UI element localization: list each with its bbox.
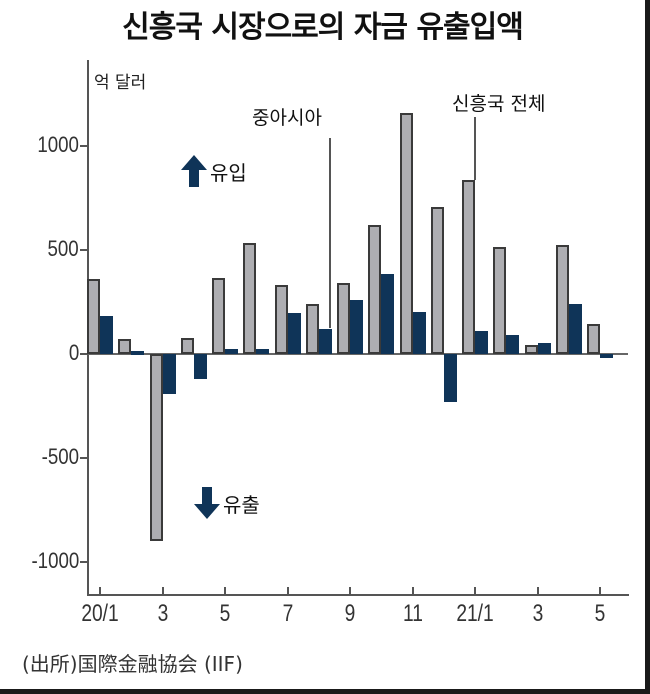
- y-tick-mark: [80, 145, 88, 147]
- x-tick-mark: [599, 587, 601, 595]
- bar-em-total: [305, 304, 319, 354]
- x-tick-label: 20/1: [81, 600, 119, 627]
- x-tick-label: 21/1: [456, 600, 494, 627]
- y-tick-label: 0: [68, 340, 79, 365]
- bar-em-total: [337, 283, 350, 354]
- x-tick-mark: [224, 587, 226, 595]
- x-tick-label: 11: [402, 600, 423, 627]
- bar-china-asia: [162, 354, 176, 394]
- china-asia-leader-line: [329, 138, 331, 328]
- bar-china-asia: [443, 354, 457, 402]
- bar-em-total: [493, 246, 507, 354]
- y-tick-label: 500: [47, 236, 79, 261]
- bar-china-asia: [412, 312, 426, 354]
- x-tick-mark: [286, 587, 289, 595]
- bar-china-asia: [381, 273, 395, 354]
- bar-china-asia: [131, 350, 145, 355]
- legend-outflow: 유출: [193, 486, 260, 520]
- bar-em-total: [587, 323, 600, 354]
- source-note: (出所)国際金融協会 (IIF): [22, 652, 243, 676]
- bar-china-asia: [225, 348, 238, 354]
- legend-inflow-label: 유입: [210, 160, 247, 185]
- y-tick-label: -500: [41, 444, 79, 469]
- bar-china-asia: [600, 354, 613, 359]
- x-tick-label: 5: [219, 600, 231, 627]
- y-tick-mark: [80, 249, 88, 251]
- x-tick-label: 9: [344, 600, 356, 627]
- em-total-leader-line: [474, 117, 476, 180]
- unit-label: 억 달러: [94, 73, 147, 93]
- bar-china-asia: [318, 329, 332, 354]
- y-tick-mark: [80, 353, 88, 355]
- bar-em-total: [462, 180, 475, 354]
- x-tick-label: 3: [532, 600, 543, 627]
- chart-title: 신흥국 시장으로의 자금 유출입액: [122, 10, 524, 45]
- bar-em-total: [555, 244, 569, 354]
- bar-em-total: [149, 354, 163, 542]
- china-asia-annotation: 중아시아: [252, 107, 322, 129]
- bar-china-asia: [475, 331, 488, 354]
- legend-outflow-label: 유출: [223, 492, 260, 517]
- y-tick-mark: [80, 457, 88, 459]
- bar-em-total: [243, 242, 257, 354]
- x-tick-mark: [536, 587, 539, 595]
- bar-em-total: [87, 279, 100, 354]
- em-total-annotation: 신흥국 전체: [452, 93, 546, 115]
- y-tick-mark: [80, 561, 88, 563]
- bar-china-asia: [287, 313, 301, 354]
- x-tick-mark: [99, 587, 101, 595]
- bar-em-total: [212, 278, 225, 354]
- x-tick-mark: [411, 587, 414, 595]
- bar-em-total: [368, 225, 382, 354]
- bar-china-asia: [506, 335, 520, 354]
- legend-inflow: 유입: [180, 154, 247, 188]
- bar-china-asia: [100, 315, 113, 354]
- y-tick-label: -1000: [31, 548, 79, 573]
- x-tick-mark: [349, 587, 351, 595]
- x-tick-label: 7: [282, 600, 293, 627]
- bar-em-total: [274, 285, 288, 354]
- bar-china-asia: [568, 304, 582, 354]
- x-tick-label: 5: [594, 600, 606, 627]
- bar-em-total: [118, 339, 132, 354]
- bar-china-asia: [256, 348, 270, 354]
- zero-line: [88, 353, 628, 355]
- x-axis: [87, 594, 629, 596]
- bar-china-asia: [350, 299, 363, 354]
- bar-em-total: [180, 338, 194, 354]
- arrow-down-icon: [194, 487, 220, 519]
- bar-em-total: [430, 207, 444, 354]
- bar-china-asia: [193, 354, 207, 379]
- bar-em-total: [399, 112, 413, 354]
- x-tick-label: 3: [157, 600, 168, 627]
- y-tick-label: 1000: [37, 132, 79, 157]
- x-tick-mark: [161, 587, 164, 595]
- bar-em-total: [524, 344, 538, 354]
- bar-china-asia: [537, 342, 551, 354]
- arrow-up-icon: [181, 155, 207, 187]
- x-tick-mark: [474, 587, 476, 595]
